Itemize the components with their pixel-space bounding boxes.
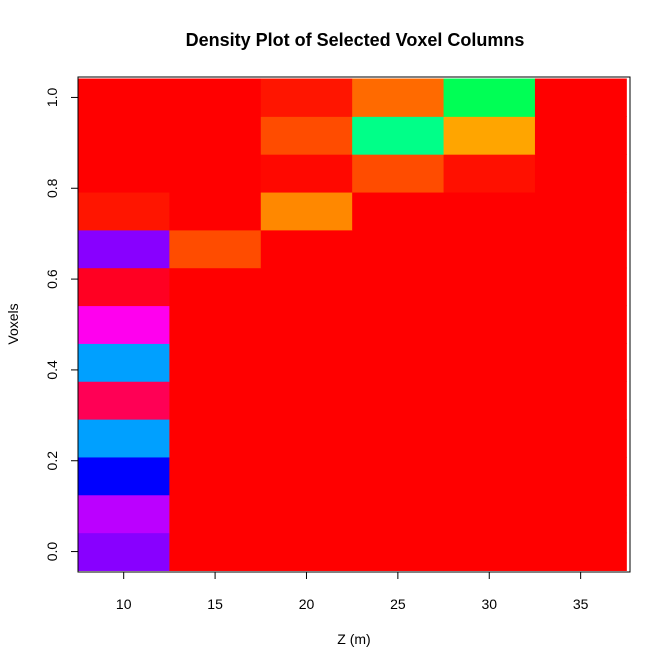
heatmap-cell (534, 154, 627, 193)
heatmap-cell (352, 229, 445, 269)
heatmap-cell (443, 305, 536, 344)
heatmap-cell (443, 343, 536, 382)
y-tick-label: 0.2 (44, 451, 60, 471)
heatmap-cell (443, 494, 536, 534)
heatmap-cell (352, 381, 445, 420)
heatmap-cell (78, 116, 170, 155)
x-axis-label: Z (m) (337, 631, 370, 647)
x-axis: 10 15 20 25 30 35 (116, 572, 589, 612)
heatmap-cell (78, 78, 170, 117)
heatmap-cell (169, 532, 262, 571)
heatmap-cell (169, 116, 262, 155)
heatmap-cell (260, 419, 353, 458)
heatmap-cell (78, 305, 170, 344)
x-tick-label: 25 (390, 596, 406, 612)
heatmap-cell (260, 494, 353, 534)
heatmap-cell (78, 229, 170, 269)
heatmap-cell (443, 267, 536, 307)
heatmap-cell (169, 494, 262, 534)
heatmap-cell (169, 267, 262, 307)
heatmap-cell (78, 494, 170, 534)
heatmap-cell (260, 381, 353, 420)
heatmap-cell (78, 532, 170, 571)
heatmap-cell (352, 305, 445, 344)
heatmap-cell (443, 154, 536, 193)
heatmap-cell (169, 419, 262, 458)
y-axis-label: Voxels (5, 303, 21, 344)
heatmap-cell (443, 78, 536, 117)
heatmap-cell (443, 192, 536, 231)
heatmap-cell (443, 229, 536, 269)
heatmap-cell (169, 192, 262, 231)
heatmap-cell (534, 343, 627, 382)
heatmap-cell (169, 381, 262, 420)
heatmap-cell (443, 532, 536, 571)
heatmap-cell (534, 192, 627, 231)
heatmap-cell (169, 229, 262, 269)
heatmap-cell (443, 419, 536, 458)
heatmap-cell (352, 532, 445, 571)
plot-frame (77, 76, 631, 573)
heatmap-cell (352, 343, 445, 382)
y-axis: 0.0 0.2 0.4 0.6 0.8 1.0 (44, 87, 78, 561)
heatmap-cell (534, 305, 627, 344)
heatmap-cell (260, 229, 353, 269)
heatmap-cell (169, 305, 262, 344)
heatmap-cell (78, 381, 170, 420)
heatmap-cell (352, 192, 445, 231)
heatmap-cell (352, 494, 445, 534)
x-tick-label: 30 (481, 596, 497, 612)
heatmap-cell (534, 267, 627, 307)
heatmap-cell (260, 192, 353, 231)
heatmap-cell (534, 116, 627, 155)
heatmap-cell (260, 343, 353, 382)
x-tick-label: 20 (299, 596, 315, 612)
heatmap-cell (260, 78, 353, 117)
heatmap-cell (260, 456, 353, 496)
heatmap-cell (78, 154, 170, 193)
heatmap-cell (78, 343, 170, 382)
heatmap-cell (352, 78, 445, 117)
heatmap-cell (78, 419, 170, 458)
heatmap-cell (260, 116, 353, 155)
heatmap-cell (443, 116, 536, 155)
y-tick-label: 0.6 (44, 269, 60, 289)
heatmap-cell (169, 154, 262, 193)
x-tick-label: 35 (573, 596, 589, 612)
heatmap-cell (260, 267, 353, 307)
heatmap-cell (534, 229, 627, 269)
heatmap-cell (352, 456, 445, 496)
chart-title: Density Plot of Selected Voxel Columns (186, 30, 525, 50)
heatmap-cell (352, 116, 445, 155)
heatmap-cells (78, 78, 627, 571)
heatmap-cell (534, 419, 627, 458)
y-tick-label: 0.0 (44, 542, 60, 562)
heatmap-cell (169, 456, 262, 496)
heatmap-cell (534, 381, 627, 420)
heatmap-cell (352, 154, 445, 193)
heatmap-cell (78, 456, 170, 496)
heatmap-cell (534, 456, 627, 496)
heatmap-cell (534, 532, 627, 571)
y-tick-label: 1.0 (44, 87, 60, 107)
heatmap-cell (78, 267, 170, 307)
heatmap-cell (534, 494, 627, 534)
heatmap-cell (169, 78, 262, 117)
heatmap-cell (260, 305, 353, 344)
heatmap-cell (534, 78, 627, 117)
x-tick-label: 15 (207, 596, 223, 612)
heatmap-cell (260, 154, 353, 193)
heatmap-cell (78, 192, 170, 231)
x-tick-label: 10 (116, 596, 132, 612)
heatmap-cell (260, 532, 353, 571)
heatmap-cell (443, 381, 536, 420)
heatmap-cell (443, 456, 536, 496)
heatmap-cell (352, 267, 445, 307)
heatmap-cell (169, 343, 262, 382)
heatmap-cell (352, 419, 445, 458)
y-tick-label: 0.4 (44, 360, 60, 380)
y-tick-label: 0.8 (44, 178, 60, 198)
